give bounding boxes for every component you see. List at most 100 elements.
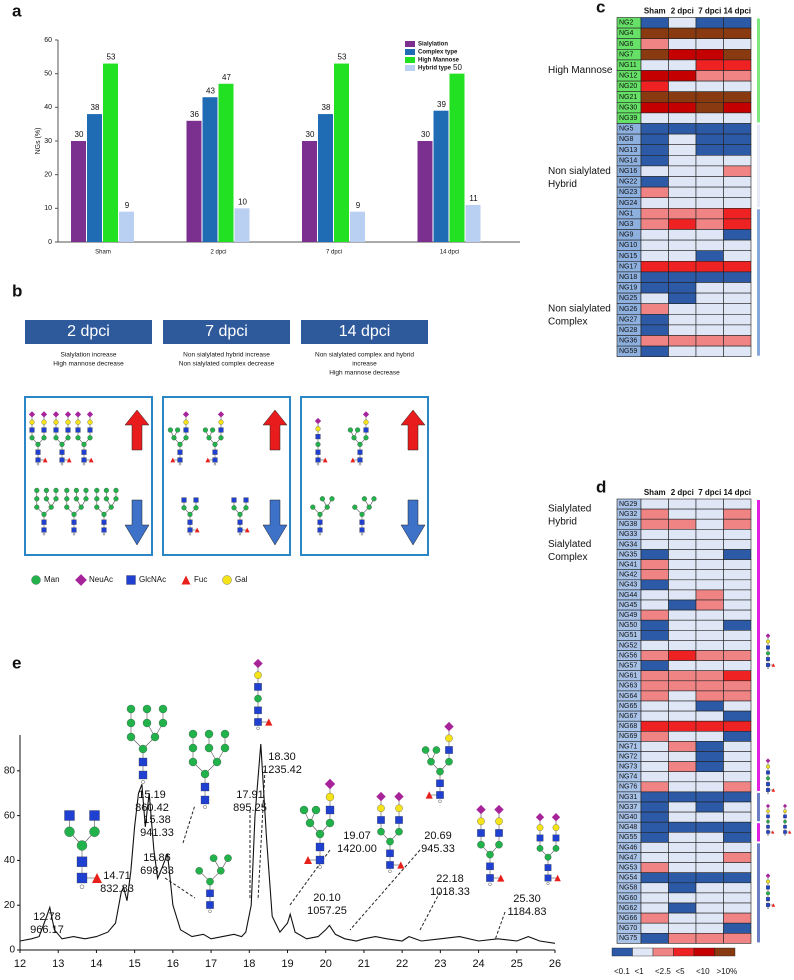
heat-cell [695, 123, 724, 135]
glycan-glcnac [206, 901, 214, 909]
glycan-neuac [64, 411, 72, 418]
heat-cell [640, 670, 669, 682]
data-label: 10 [238, 197, 247, 206]
data-label: 11 [469, 194, 478, 203]
heat-cell [723, 599, 752, 611]
glycan-glcnac [81, 449, 87, 455]
glycan-root [238, 532, 242, 536]
peak-rt: 12.78 [33, 911, 61, 923]
heat-cell [695, 831, 724, 843]
glycan-fuc [322, 457, 328, 463]
legend-label: >10% [717, 967, 738, 976]
box-caption: increase [352, 361, 377, 368]
glycan-man [103, 487, 109, 493]
glycan-gal [218, 419, 224, 425]
bar [449, 73, 465, 243]
heat-cell [695, 619, 724, 631]
glycan-glcnac [552, 834, 560, 842]
heat-cell [723, 239, 752, 252]
glycan-man [305, 818, 315, 828]
heat-cell [668, 599, 697, 611]
glycan-neuac [74, 411, 82, 418]
heat-cell [640, 59, 669, 71]
peak-rt: 20.69 [424, 830, 452, 842]
heat-cell [668, 70, 697, 82]
glycan-glcnac [59, 457, 65, 463]
glycan-gal [53, 419, 59, 425]
glycan-glcnac [237, 519, 243, 525]
heat-cell [723, 271, 752, 283]
glycan-gal [183, 419, 189, 425]
glycan-man [311, 805, 321, 815]
peak-rt: 18.30 [268, 751, 296, 763]
heat-cell [723, 218, 752, 230]
heat-cell [723, 292, 752, 305]
glycan-root [42, 532, 46, 536]
heat-cell [723, 801, 752, 813]
heat-cell [668, 710, 697, 722]
group-bar [757, 209, 760, 356]
glycan-man [220, 729, 230, 739]
glycan-glcnac [766, 830, 770, 834]
glycan-man [34, 504, 40, 510]
glycan-neuac [217, 411, 225, 418]
legend-label: GlcNAc [139, 575, 166, 584]
heat-cell [668, 324, 697, 336]
glycan-man [495, 840, 503, 849]
heat-cell [695, 710, 724, 722]
heat-cell [640, 932, 669, 944]
peak-mz: 945.33 [421, 843, 455, 855]
heat-cell [640, 102, 669, 114]
heat-cell [640, 260, 669, 273]
heat-cell [668, 508, 697, 520]
glycan-fuc [771, 830, 775, 834]
bar [87, 114, 102, 242]
heat-cell [695, 70, 724, 82]
heat-cell [723, 660, 752, 671]
glycan-neuac [314, 417, 322, 425]
trace [19, 743, 556, 944]
x-tick-label: 2 dpci [210, 250, 226, 256]
heat-cell [640, 250, 669, 262]
heat-cell [695, 811, 724, 823]
heat-cell [695, 741, 724, 752]
heat-cell [668, 811, 697, 823]
heat-cell [723, 303, 752, 315]
row-name: NG69 [619, 733, 637, 740]
glycan-man [34, 496, 40, 502]
glycan-man [35, 441, 41, 447]
glycan-man [351, 435, 357, 441]
panel-label: b [12, 281, 22, 300]
glycan-man [544, 853, 552, 861]
glycan-fuc [194, 527, 200, 533]
bar [202, 97, 218, 242]
glycan-glcnac [783, 830, 787, 834]
heat-cell [668, 218, 697, 230]
data-label: 9 [356, 201, 361, 210]
heat-cell [695, 680, 724, 692]
box-caption: Non sialylated hybrid increase [183, 352, 270, 359]
x-tick-label: 21 [358, 958, 370, 970]
heat-cell [695, 781, 724, 793]
heat-cell [640, 218, 669, 230]
heat-cell [668, 102, 697, 114]
glycan-man [329, 496, 335, 502]
glycan-man [76, 840, 88, 851]
glycan-glcnac [766, 645, 770, 650]
group-label: Complex [548, 552, 587, 563]
glycan-root [36, 462, 40, 466]
heat-cell [640, 539, 669, 550]
heat-cell [695, 518, 724, 530]
glycan-glcnac [187, 527, 193, 533]
heat-cell [723, 720, 752, 732]
row-name: NG8 [619, 136, 634, 143]
x-tick-label: 18 [243, 958, 255, 970]
heat-cell [668, 528, 697, 540]
heat-cell [668, 112, 697, 124]
heat-cell [640, 589, 669, 601]
heat-cell [695, 609, 724, 621]
heat-cell [695, 165, 724, 177]
glycan-man [89, 826, 100, 837]
row-name: NG73 [619, 763, 637, 770]
glycan-man [41, 511, 47, 517]
